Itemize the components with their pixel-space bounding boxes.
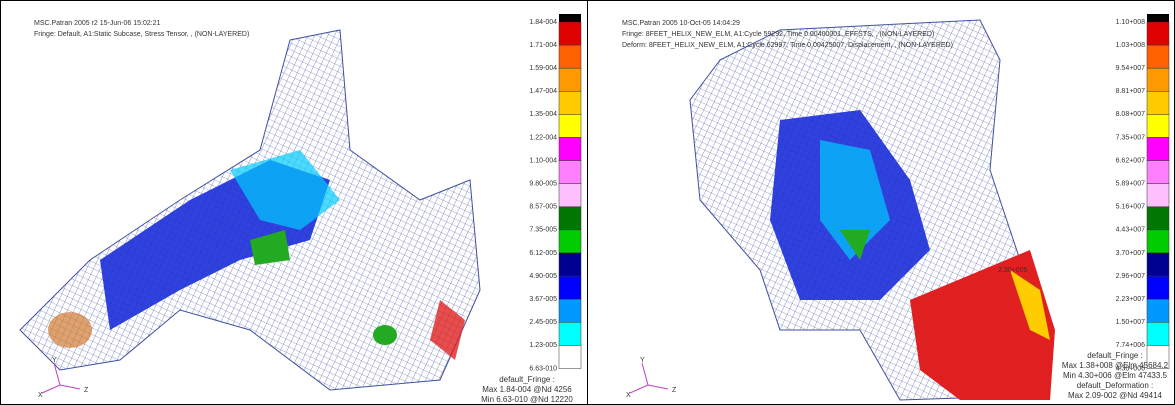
legend-label: 7.74+006 xyxy=(1116,342,1145,349)
triad-label: X xyxy=(626,392,631,399)
legend-label: 4.90-005 xyxy=(529,273,557,280)
triad-axis xyxy=(647,384,669,390)
header-line: MSC.Patran 2005 r2 15-Jun-06 15:02:21 xyxy=(34,20,161,27)
legend-label: 9.54+007 xyxy=(1116,65,1145,72)
legend-swatch xyxy=(1146,91,1170,115)
triad-label: Y xyxy=(52,357,57,364)
legend-label: 4.30+006 xyxy=(1116,365,1145,372)
legend-label: 4.43+007 xyxy=(1116,227,1145,234)
legend-swatch xyxy=(1146,298,1170,323)
legend-swatch xyxy=(1146,67,1170,92)
legend-label: 6.63-010 xyxy=(529,365,557,372)
model-left xyxy=(19,29,481,391)
footer-line: default_Fringe : xyxy=(1087,351,1143,360)
legend-label: 7.35-005 xyxy=(529,227,557,234)
legend-label: 1.47-004 xyxy=(529,88,557,95)
legend-label: 1.35-004 xyxy=(529,111,557,118)
header-line: Fringe: Default, A1:Static Subcase, Stre… xyxy=(34,31,249,38)
footer-line: Max 2.09-002 @Nd 49414 xyxy=(1068,391,1163,400)
legend-label: 1.10+008 xyxy=(1116,19,1145,26)
legend-label: 8.81+007 xyxy=(1116,88,1145,95)
legend-label: 3.70+007 xyxy=(1116,250,1145,257)
legend-label: 1.22-004 xyxy=(529,134,557,141)
legend-swatch xyxy=(558,322,582,346)
legend-label: 5.16+007 xyxy=(1116,204,1145,211)
legend-swatch xyxy=(1146,229,1170,254)
triad-label: Y xyxy=(640,357,645,364)
legend-label: 2.23+007 xyxy=(1116,296,1145,303)
legend-swatch xyxy=(1146,206,1170,231)
annotation: 2.30+005 xyxy=(998,267,1027,274)
footer-line: Max 1.84-004 @Nd 4256 xyxy=(482,385,572,394)
triad-axis xyxy=(641,362,649,386)
triad-label: X xyxy=(38,392,43,399)
legend-swatch xyxy=(1146,183,1170,208)
legend-swatch xyxy=(558,91,582,115)
legend-swatch xyxy=(558,21,582,46)
legend-swatch xyxy=(1146,275,1170,300)
header-line: Deform: 8FEET_HELIX_NEW_ELM, A1:Cycle 62… xyxy=(622,42,953,49)
legend-label: 1.03+008 xyxy=(1116,42,1145,49)
legend-cap xyxy=(1147,14,1169,22)
legend-label: 1.23-005 xyxy=(529,342,557,349)
footer-line: default_Fringe : xyxy=(499,375,555,384)
legend-cap xyxy=(559,14,581,22)
legend-swatch xyxy=(558,44,582,69)
footer-line: Min 6.63-010 @Nd 12220 xyxy=(481,395,573,404)
legend-swatch xyxy=(1146,114,1170,138)
legend-label: 6.62+007 xyxy=(1116,157,1145,164)
legend-swatch xyxy=(558,160,582,184)
legend-swatch xyxy=(558,252,582,277)
triad-axis xyxy=(41,384,61,394)
legend-label: 2.45-005 xyxy=(529,319,557,326)
legend-swatch xyxy=(558,67,582,92)
legend-swatch xyxy=(558,345,582,369)
legend-swatch xyxy=(1146,252,1170,277)
legend-swatch xyxy=(558,137,582,161)
legend-swatch xyxy=(1146,345,1170,369)
model-right xyxy=(689,19,1055,401)
footer-line: Min 4.30+006 @Elm 47433.5 xyxy=(1063,371,1168,380)
legend-label: 8.57-005 xyxy=(529,204,557,211)
header-line: Fringe: 8FEET_HELIX_NEW_ELM, A1:Cycle 59… xyxy=(622,31,934,38)
footer-line: default_Deformation : xyxy=(1077,381,1154,390)
legend-swatch xyxy=(1146,322,1170,346)
legend-swatch xyxy=(558,114,582,138)
header-line: MSC.Patran 2005 10-Oct-05 14:04:29 xyxy=(622,20,740,27)
legend-swatch xyxy=(558,183,582,208)
legend-swatch xyxy=(1146,44,1170,69)
legend-label: 5.89+007 xyxy=(1116,181,1145,188)
legend-swatch xyxy=(558,298,582,323)
legend-swatch xyxy=(1146,21,1170,46)
legend-label: 1.71-004 xyxy=(529,42,557,49)
legend-label: 1.10-004 xyxy=(529,157,557,164)
legend-swatch xyxy=(558,275,582,300)
legend-swatch xyxy=(1146,137,1170,161)
legend-label: 6.12-005 xyxy=(529,250,557,257)
legend-label: 1.84-004 xyxy=(529,19,557,26)
legend-label: 3.67-005 xyxy=(529,296,557,303)
triad-axis xyxy=(629,384,649,394)
triad-label: Z xyxy=(672,387,677,394)
footer-line: Max 1.38+008 @Elm 45684.2 xyxy=(1062,361,1169,370)
legend-swatch xyxy=(558,206,582,231)
legend-label: 7.35+007 xyxy=(1116,134,1145,141)
legend-label: 1.50+007 xyxy=(1116,319,1145,326)
triad-label: Z xyxy=(84,387,89,394)
legend-swatch xyxy=(1146,160,1170,184)
legend-label: 9.80-005 xyxy=(529,181,557,188)
legend-label: 8.08+007 xyxy=(1116,111,1145,118)
triad-axis xyxy=(53,362,61,386)
triad-axis xyxy=(59,384,81,390)
legend-swatch xyxy=(558,229,582,254)
legend-label: 2.96+007 xyxy=(1116,273,1145,280)
legend-label: 1.59-004 xyxy=(529,65,557,72)
